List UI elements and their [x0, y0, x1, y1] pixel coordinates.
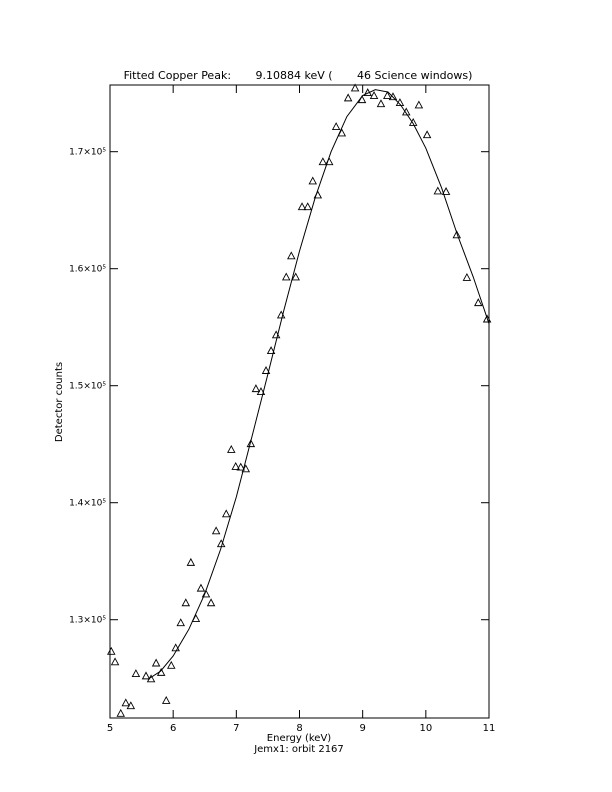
data-point	[401, 107, 411, 116]
data-point	[161, 695, 171, 704]
data-point	[414, 100, 424, 109]
data-point	[116, 708, 125, 717]
data-point	[482, 314, 492, 323]
data-point	[110, 657, 120, 666]
data-point	[121, 698, 131, 707]
data-point	[196, 583, 206, 592]
data-point	[167, 660, 176, 669]
data-point	[433, 186, 443, 195]
data-point	[256, 387, 266, 396]
data-point	[308, 176, 318, 185]
x-tick-label: 9	[359, 723, 365, 734]
y-axis-label: Detector counts	[54, 362, 65, 442]
data-point	[462, 273, 472, 281]
data-point	[369, 91, 379, 99]
data-point	[408, 117, 418, 126]
data-point	[266, 346, 276, 355]
y-tick-label: 1.7×10⁵	[69, 148, 106, 158]
data-point	[107, 646, 116, 655]
x-tick-label: 7	[233, 723, 239, 734]
data-point	[126, 701, 136, 710]
data-point	[281, 272, 291, 281]
x-tick-label: 6	[170, 723, 176, 734]
data-point	[227, 445, 236, 453]
y-tick-label: 1.5×10⁵	[69, 382, 106, 392]
data-point	[211, 526, 221, 535]
data-point	[350, 83, 360, 92]
x-tick-label: 10	[419, 723, 432, 734]
data-point	[181, 598, 191, 607]
data-point	[261, 366, 271, 374]
data-point	[331, 122, 341, 130]
data-point	[474, 298, 483, 307]
x-tick-label: 11	[483, 723, 496, 734]
data-point	[186, 557, 196, 566]
data-point	[383, 91, 392, 99]
x-tick-label: 5	[107, 723, 113, 734]
data-point	[141, 671, 151, 680]
data-point	[131, 669, 141, 677]
chart-title: Fitted Copper Peak: 9.10884 keV ( 46 Sci…	[124, 69, 473, 82]
data-point	[291, 272, 300, 281]
data-point	[231, 461, 240, 470]
data-point	[246, 439, 256, 448]
data-point	[343, 93, 353, 102]
data-point	[236, 462, 246, 471]
data-point	[201, 589, 211, 598]
data-point	[452, 230, 462, 239]
data-point	[303, 202, 312, 211]
data-point	[151, 658, 161, 667]
data-point	[318, 157, 328, 166]
fit-curve	[147, 89, 490, 680]
data-point	[251, 384, 261, 393]
data-point	[287, 251, 296, 260]
y-tick-label: 1.6×10⁵	[69, 265, 106, 275]
data-point	[206, 598, 216, 607]
data-point	[176, 618, 186, 627]
data-point	[376, 99, 386, 108]
x-axis-label: Energy (keV)	[267, 733, 332, 744]
data-point	[441, 187, 451, 195]
data-point	[297, 202, 307, 211]
data-point	[422, 130, 432, 139]
x-tick-label: 8	[296, 723, 302, 734]
data-point	[388, 92, 398, 101]
subtitle: Jemx1: orbit 2167	[253, 744, 344, 755]
data-point	[221, 509, 231, 518]
y-tick-label: 1.4×10⁵	[69, 499, 106, 509]
y-tick-label: 1.3×10⁵	[69, 616, 106, 626]
